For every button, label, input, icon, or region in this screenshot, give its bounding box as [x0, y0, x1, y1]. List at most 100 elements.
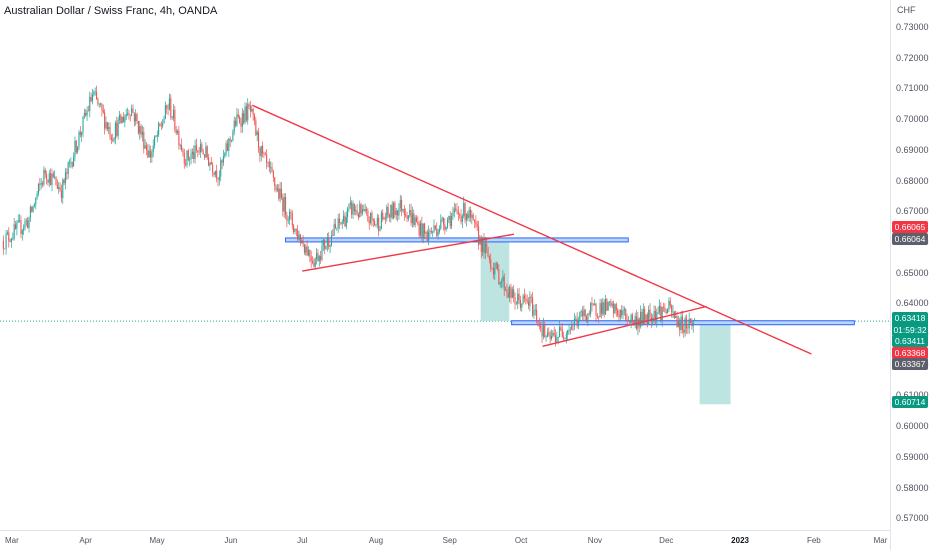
candle-body: [680, 316, 682, 330]
candle-body: [314, 259, 316, 267]
symbol-legend[interactable]: Australian Dollar / Swiss Franc, 4h, OAN…: [4, 5, 218, 17]
candle-body: [623, 309, 625, 311]
candle-body: [505, 289, 507, 291]
upper-support-zone: [285, 237, 629, 243]
price-tick-label: 0.61000: [896, 390, 929, 400]
price-tick-label: 0.68000: [896, 175, 929, 186]
candle-body: [581, 311, 584, 317]
candle-body: [694, 319, 696, 321]
candle-body: [376, 217, 378, 225]
candle-body: [463, 203, 465, 217]
candle-body: [158, 123, 160, 135]
candle-body: [492, 268, 494, 275]
candle-body: [610, 301, 612, 306]
price-axis[interactable]: [890, 0, 932, 550]
candle-body: [676, 316, 678, 327]
candle-body: [430, 230, 432, 233]
candle-body: [567, 329, 569, 335]
candle-body: [575, 318, 577, 320]
candle-body: [607, 301, 609, 311]
candle-body: [82, 116, 84, 133]
candle-body: [572, 324, 574, 326]
candle-body: [667, 309, 669, 314]
candle-body: [644, 308, 646, 320]
candle-body: [133, 112, 135, 122]
candle-body: [140, 126, 142, 135]
candle-body: [506, 289, 508, 293]
candle-body: [334, 224, 337, 229]
price-tick-label: 0.58000: [896, 482, 929, 493]
candle-body: [613, 303, 615, 314]
candle-body: [478, 226, 480, 245]
candle-body: [12, 238, 14, 240]
candle-body: [85, 112, 87, 116]
candle-body: [661, 307, 663, 321]
candle-body: [149, 150, 152, 158]
candle-body: [452, 213, 454, 217]
candle-body: [127, 113, 129, 115]
time-axis[interactable]: [0, 530, 890, 551]
candle-body: [278, 188, 280, 199]
candle-body: [14, 224, 17, 229]
candle-body: [548, 332, 550, 334]
candle-body: [608, 301, 611, 303]
candle-body: [206, 146, 208, 158]
candle-body: [511, 289, 513, 298]
candle-body: [217, 178, 219, 180]
candle-body: [465, 214, 467, 221]
candle-body: [225, 143, 227, 154]
candle-body: [525, 298, 527, 300]
candle-body: [627, 320, 629, 322]
candle-body: [318, 256, 320, 262]
candle-body: [355, 210, 357, 212]
candle-body: [39, 183, 41, 185]
candle-body: [114, 122, 116, 139]
candle-body: [37, 183, 40, 194]
price-label-gray-lower: 0.63367: [892, 358, 928, 370]
time-tick-label: Jun: [224, 536, 238, 545]
candle-body: [94, 91, 96, 93]
price-tick-label: 0.64000: [896, 298, 929, 309]
price-label-green-mid: 0.63411: [892, 335, 928, 347]
candle-body: [226, 143, 229, 151]
candle-body: [675, 316, 677, 318]
candle-body: [469, 209, 472, 218]
candle-body: [229, 138, 231, 141]
candle-body: [409, 210, 411, 216]
candle-body: [496, 262, 499, 270]
candle-body: [410, 210, 412, 224]
candle-body: [688, 318, 690, 329]
candle-body: [168, 98, 170, 110]
candle-body: [256, 131, 258, 136]
candle-body: [556, 337, 558, 343]
candle-body: [181, 145, 183, 151]
candle-body: [144, 145, 146, 149]
candle-body: [116, 122, 118, 136]
candle-body: [584, 309, 586, 317]
candle-body: [630, 314, 632, 323]
candle-body: [351, 202, 353, 215]
candle-body: [118, 114, 121, 120]
candle-body: [552, 332, 554, 336]
candle-body: [424, 223, 426, 234]
candle-body: [330, 235, 332, 246]
candle-body: [631, 314, 634, 320]
candle-body: [483, 237, 485, 254]
candle-body: [120, 114, 122, 124]
candle-body: [241, 113, 243, 127]
candle-body: [210, 162, 212, 165]
candle-body: [302, 240, 304, 245]
candle-body: [590, 302, 592, 315]
chart-plot-area[interactable]: [0, 0, 890, 530]
candle-body: [303, 244, 305, 253]
candle-body: [267, 162, 269, 163]
candle-body: [414, 217, 416, 225]
candle-body: [515, 303, 517, 305]
candle-body: [275, 186, 277, 191]
candle-body: [453, 208, 455, 214]
candle-body: [394, 202, 396, 216]
candle-body: [117, 119, 119, 136]
candle-body: [68, 162, 71, 164]
candle-body: [279, 188, 281, 199]
price-label-red-lower: 0.63368: [892, 347, 928, 359]
